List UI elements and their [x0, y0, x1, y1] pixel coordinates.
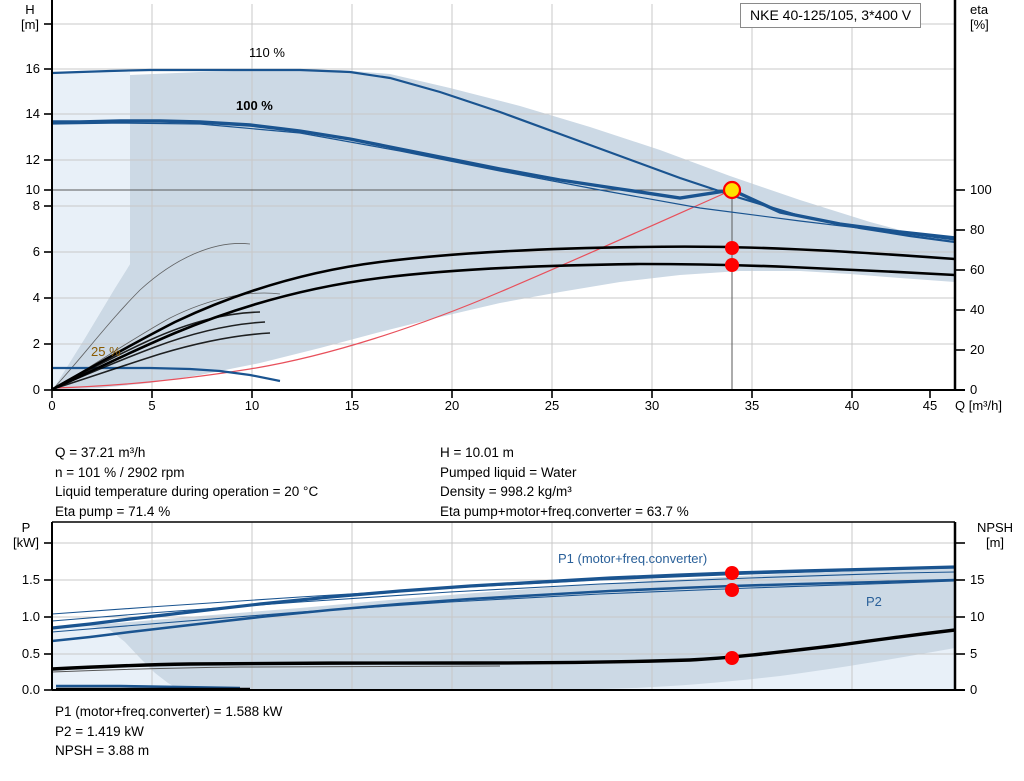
- duty-marker-p1: [725, 566, 739, 580]
- pump-model-title: NKE 40-125/105, 3*400 V: [740, 3, 922, 28]
- p1-curve: [52, 565, 955, 630]
- upper-x-tick-30: 30: [644, 398, 660, 413]
- upper-x-axis-title: Q [m³/h]: [955, 398, 1002, 413]
- lower-y-axis-name: P: [21, 520, 31, 535]
- eta-family-curves: [52, 311, 271, 390]
- upper-y-tick-2: 2: [32, 336, 40, 351]
- lower-y-tick-00: 0.0: [21, 682, 40, 697]
- upper-y-tick-14: 14: [25, 106, 40, 121]
- upper-y-tick-4: 4: [32, 290, 40, 305]
- lower-y2-tick-15: 15: [970, 572, 985, 587]
- grid-vertical: [151, 4, 853, 390]
- power-info-line1: P1 (motor+freq.converter) = 1.588 kW: [55, 704, 283, 719]
- upper-y2-tick-60: 60: [970, 262, 985, 277]
- curve-label-100: 100 %: [236, 98, 273, 113]
- power-npsh-chart: P [kW] NPSH [m] 0.0 0.5 1.0 1.5 0 5 10 1…: [0, 518, 1024, 708]
- lower-y2-axis-name: NPSH: [976, 520, 1014, 535]
- p2-curve: [52, 578, 955, 643]
- upper-y-axis-title: H [m]: [10, 2, 50, 32]
- lower-y-tick-15: 1.5: [21, 572, 40, 587]
- lower-y2-axis-unit: [m]: [985, 535, 1005, 550]
- p1-curve-label: P1 (motor+freq.converter): [558, 551, 708, 566]
- eta-total-curve: [52, 262, 955, 390]
- duty-marker-eta-pump: [725, 241, 739, 255]
- upper-x-tick-35: 35: [744, 398, 760, 413]
- duty-info-left-line1: Q = 37.21 m³/h: [55, 445, 146, 460]
- upper-y2-axis-title: eta [%]: [970, 2, 1020, 32]
- lower-y-tick-10: 1.0: [21, 609, 40, 624]
- upper-y2-tick-80: 80: [970, 222, 985, 237]
- head-efficiency-chart: H [m] eta [%] 0 2 4 6 8 10 12 14 16 0 20…: [10, 0, 1020, 413]
- eta-pump-curve: [52, 245, 955, 390]
- duty-info-right: H = 10.01 m Pumped liquid = Water Densit…: [440, 443, 689, 521]
- upper-y-tick-10: 10: [25, 182, 40, 197]
- lower-grid-horizontal: [52, 542, 955, 655]
- upper-x-tick-45: 45: [922, 398, 938, 413]
- duty-info-left-line2: n = 101 % / 2902 rpm: [55, 464, 185, 480]
- upper-x-tick-0: 0: [48, 398, 56, 413]
- upper-y-tick-12: 12: [25, 152, 40, 167]
- lower-y-axis-unit: [kW]: [13, 535, 39, 550]
- upper-y-tick-16: 16: [25, 61, 40, 76]
- upper-x-tick-25: 25: [544, 398, 560, 413]
- lower-y2-axis-title: NPSH [m]: [966, 520, 1024, 550]
- lower-y-tick-05: 0.5: [21, 646, 40, 661]
- upper-y-axis-unit: [m]: [20, 17, 40, 32]
- p2-curve-label: P2: [866, 594, 882, 609]
- duty-info-left-line4: Eta pump = 71.4 %: [55, 503, 171, 519]
- upper-y-tick-6: 6: [32, 244, 40, 259]
- power-info-line3: NPSH = 3.88 m: [55, 743, 150, 758]
- npsh-band: [560, 648, 955, 690]
- upper-y2-tick-100: 100: [970, 182, 992, 197]
- upper-x-tick-10: 10: [244, 398, 260, 413]
- upper-y-axis-name: H: [25, 2, 35, 17]
- low-flow-stub: [56, 684, 241, 690]
- speed-range-band: [52, 70, 955, 390]
- duty-info-right-line3: Density = 998.2 kg/m³: [440, 484, 572, 499]
- lower-y-axis-title: P [kW]: [2, 520, 50, 550]
- lower-chart-plot: [44, 521, 965, 691]
- duty-marker-p2: [725, 583, 739, 597]
- upper-y2-axis-name: eta: [970, 2, 989, 17]
- duty-info-right-line1: H = 10.01 m: [440, 445, 514, 460]
- system-curve: [52, 189, 733, 389]
- lower-y2-tick-10: 10: [970, 609, 985, 624]
- upper-x-tick-15: 15: [344, 398, 360, 413]
- curve-label-25: 25 %: [91, 344, 121, 359]
- duty-marker-eta-total: [725, 258, 739, 272]
- upper-x-tick-5: 5: [148, 398, 156, 413]
- duty-marker-npsh: [725, 651, 739, 665]
- power-info-line2: P2 = 1.419 kW: [55, 723, 144, 739]
- duty-info-right-line2: Pumped liquid = Water: [440, 464, 577, 480]
- low-flow-band: [52, 72, 130, 390]
- power-low-flow-band: [52, 626, 180, 690]
- curve-label-110: 110 %: [249, 45, 285, 60]
- duty-info-left-line3: Liquid temperature during operation = 20…: [55, 484, 319, 499]
- upper-chart-plot: [44, 0, 965, 398]
- upper-y2-tick-0: 0: [970, 382, 978, 397]
- upper-y2-tick-40: 40: [970, 302, 985, 317]
- npsh-curve: [52, 628, 955, 671]
- upper-x-tick-40: 40: [844, 398, 860, 413]
- upper-y-tick-0: 0: [32, 382, 40, 397]
- duty-point-marker: [722, 180, 742, 200]
- lower-y2-tick-0: 0: [970, 682, 978, 697]
- upper-y2-axis-unit: [%]: [970, 17, 989, 32]
- upper-x-tick-20: 20: [444, 398, 460, 413]
- lower-y2-tick-5: 5: [970, 646, 978, 661]
- upper-y2-tick-20: 20: [970, 342, 985, 357]
- duty-info-left: Q = 37.21 m³/h n = 101 % / 2902 rpm Liqu…: [55, 443, 318, 521]
- upper-y-tick-8: 8: [32, 198, 40, 213]
- npsh-curve-secondary: [52, 665, 501, 673]
- duty-info-right-line4: Eta pump+motor+freq.converter = 63.7 %: [440, 503, 689, 519]
- power-info: P1 (motor+freq.converter) = 1.588 kW P2 …: [55, 702, 282, 761]
- head-curve-100-secondary: [52, 122, 955, 241]
- head-curve-100: [52, 119, 955, 240]
